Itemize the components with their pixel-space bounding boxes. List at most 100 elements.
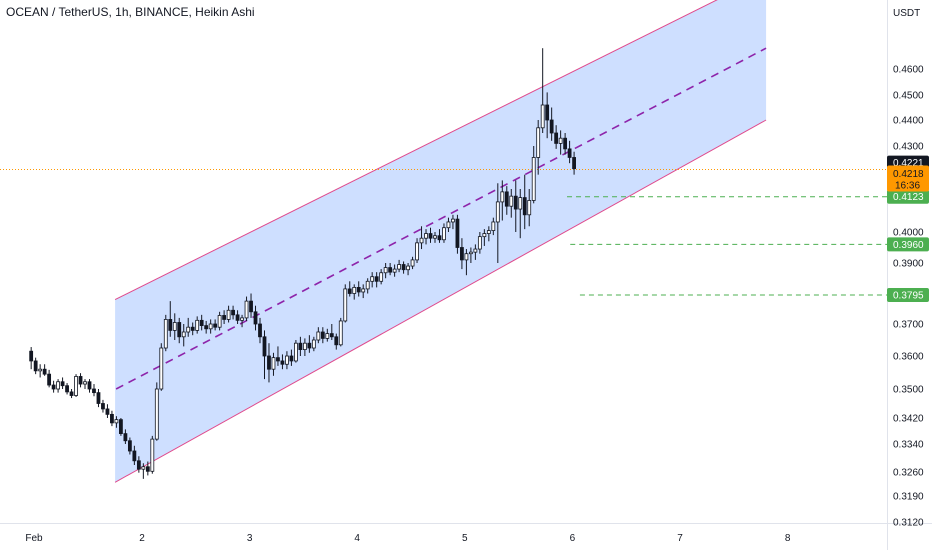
candle-body [69,391,74,396]
candle-body [226,309,231,320]
candle-body [486,230,491,234]
candle-body [168,319,173,331]
candle-body [464,253,469,261]
candle-body [504,191,509,207]
candle-body [531,157,536,201]
price-tick-label: 0.3190 [893,492,924,503]
candle-body [267,355,271,370]
candle-body [419,237,424,244]
candle-body [154,388,159,440]
candle-body [518,197,523,210]
candle-body [338,320,343,346]
candle-body [482,233,487,238]
candle-body [110,413,114,424]
candle-body [509,195,514,207]
candle-body [545,104,550,121]
time-tick-label: 3 [247,533,253,544]
price-tick-label: 0.3600 [893,352,924,363]
time-tick-label: Feb [25,533,43,544]
candle-body [42,368,47,375]
current-price-label: 0.4218 [893,169,924,180]
candle-body [280,360,285,365]
candle-body [446,221,451,229]
price-tick-label: 0.3120 [893,518,924,529]
time-tick-label: 8 [785,533,791,544]
candle-body [159,347,164,390]
level-badge [887,237,929,252]
candle-body [141,466,146,470]
candle-body [392,268,397,273]
candle-body [527,200,532,216]
candle-body [325,333,330,339]
candle-body [105,408,110,415]
candle-body [549,119,554,134]
candle-body [352,286,357,294]
candle-body [329,333,334,338]
time-tick-label: 4 [354,533,360,544]
candle-body [51,384,56,390]
last-price-label: 0.4221 [893,158,924,169]
candle-body [460,247,464,261]
candle-body [365,280,370,290]
chart-title: OCEAN / TetherUS, 1h, BINANCE, Heikin As… [6,5,255,19]
candle-body [132,450,137,462]
candle-body [347,288,352,294]
candle-body [190,326,195,331]
candle-body [477,236,482,250]
candle-body [56,381,60,390]
candle-body [406,265,410,271]
price-tick-label: 0.4600 [893,65,924,76]
candle-body [401,264,406,271]
candle-body [258,323,262,338]
candle-body [415,242,419,261]
candle-body [491,221,496,231]
candle-body [208,323,213,330]
candle-body [374,276,379,282]
price-tick-label: 0.3900 [893,259,924,270]
candle-body [302,342,307,351]
candle-body [495,201,500,223]
level-badge-label: 0.3960 [893,240,924,251]
candle-body [96,392,101,404]
candle-body [204,325,209,330]
candle-body [383,267,388,274]
candle-body [87,381,92,390]
channel-fill [115,0,767,483]
candle-body [65,385,69,393]
candle-body [177,322,182,338]
channel-upper-line [114,0,718,301]
candle-body [536,127,541,158]
candle-body [33,360,38,372]
candle-body [567,148,572,158]
candle-body [114,419,119,424]
candle-body [253,311,258,325]
candle-body [361,288,366,293]
level-badge-label: 0.3795 [893,291,924,302]
candle-body [513,195,518,210]
price-axis-unit: USDT [893,8,920,19]
time-tick-label: 6 [570,533,576,544]
candle-body [29,350,34,362]
candle-body [289,355,294,362]
candle-body [74,376,78,396]
candle-body [320,331,325,339]
candle-body [572,157,576,170]
candle-body [428,233,433,239]
candle-body [522,197,527,216]
candle-body [172,322,177,331]
candle-body [83,381,87,385]
candle-body [217,315,222,328]
price-tick-label: 0.4400 [893,116,924,127]
time-tick-label: 2 [139,533,145,544]
candle-body [285,355,289,365]
price-tick-label: 0.3420 [893,414,924,425]
candle-body [343,288,348,322]
current-price-badge [887,165,929,192]
candle-body [316,331,321,341]
candle-body [554,132,559,144]
time-tick-label: 5 [462,533,468,544]
candle-body [276,357,280,362]
candle-body [424,233,428,239]
candle-body [388,267,393,273]
